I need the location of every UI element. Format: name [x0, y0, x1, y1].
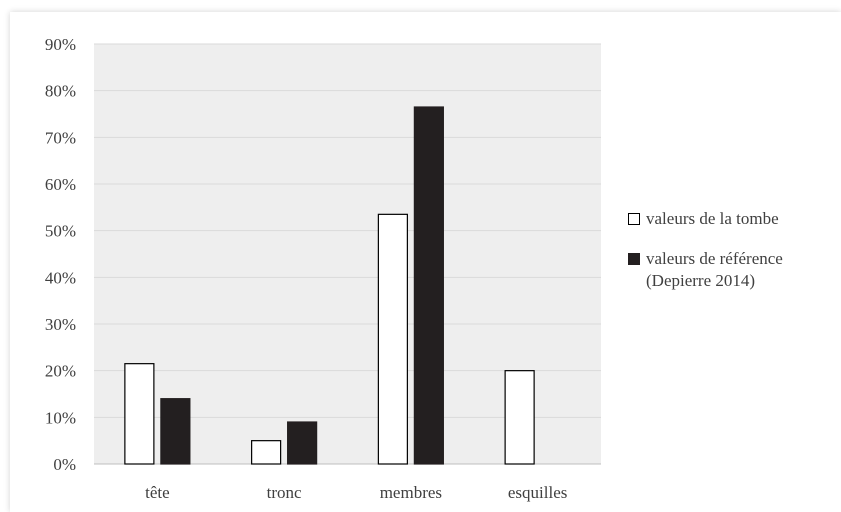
y-tick-label: 10% [45, 408, 76, 427]
bar-reference-1 [287, 421, 318, 465]
y-tick-label: 70% [45, 128, 76, 147]
x-tick-label: tête [145, 483, 170, 502]
bar-tombe-3 [504, 370, 535, 465]
y-tick-label: 50% [45, 222, 76, 241]
bar-tombe-2 [377, 213, 408, 465]
legend-item-reference: valeurs de référence (Depierre 2014) [628, 248, 838, 292]
legend-swatch-white [628, 213, 640, 225]
legend-swatch-black [628, 253, 640, 265]
bar-reference-2 [413, 106, 444, 465]
y-tick-label: 90% [45, 35, 76, 54]
x-tick-label: membres [380, 483, 442, 502]
y-tick-label: 0% [53, 455, 76, 474]
y-tick-label: 20% [45, 362, 76, 381]
y-tick-label: 40% [45, 268, 76, 287]
y-tick-label: 60% [45, 175, 76, 194]
y-axis-ticks: 0% 10% 20% 30% 40% 50% 60% 70% 80% 90% [45, 35, 76, 474]
legend: valeurs de la tombe valeurs de référence… [628, 208, 838, 310]
legend-item-tombe: valeurs de la tombe [628, 208, 838, 230]
bars [124, 106, 535, 465]
legend-label-reference: valeurs de référence (Depierre 2014) [646, 249, 783, 290]
x-tick-label: tronc [267, 483, 302, 502]
legend-label-tombe: valeurs de la tombe [646, 209, 779, 228]
bar-tombe-1 [251, 440, 282, 465]
x-axis-ticks: tête tronc membres esquilles [145, 483, 567, 502]
bar-reference-0 [160, 398, 191, 465]
bar-tombe-0 [124, 363, 155, 465]
y-tick-label: 80% [45, 82, 76, 101]
x-tick-label: esquilles [508, 483, 568, 502]
y-tick-label: 30% [45, 315, 76, 334]
gridlines [94, 43, 601, 465]
